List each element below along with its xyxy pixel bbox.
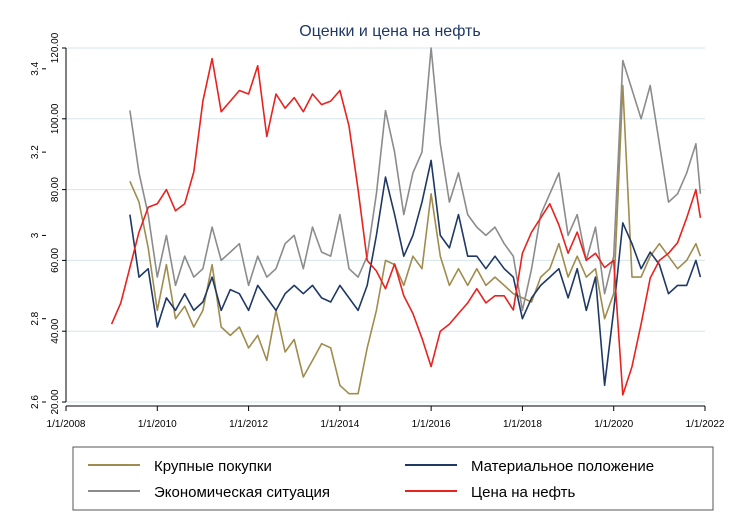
x-tick-label: 1/1/2018 — [503, 419, 542, 430]
x-tick-label: 1/1/2020 — [594, 419, 633, 430]
legend: Крупные покупки Материальное положение Э… — [72, 446, 714, 511]
legend-box — [72, 446, 714, 511]
right-tick-label: 40.00 — [50, 318, 61, 343]
series-line-1 — [129, 159, 702, 387]
x-tick-label: 1/1/2016 — [412, 419, 451, 430]
right-tick-label: 120.00 — [50, 32, 61, 63]
axes: 2.6 2.8 3 3.2 3.4 20.00 40.00 60.00 80.00 100.00 1… — [30, 32, 725, 430]
legend-label-materialnoe-polozhenie: Материальное положение — [471, 458, 654, 475]
x-tick-label: 1/1/2014 — [320, 419, 359, 430]
x-tick-label: 1/1/2010 — [138, 419, 177, 430]
right-tick-label: 80.00 — [50, 177, 61, 202]
left-tick-label: 3 — [30, 232, 41, 238]
right-tick-label: 60.00 — [50, 247, 61, 272]
left-tick-label: 3.4 — [30, 61, 41, 75]
legend-label-krupnye-pokupki: Крупные покупки — [154, 458, 272, 475]
left-tick-label: 3.2 — [30, 145, 41, 159]
x-tick-label: 1/1/2022 — [686, 419, 725, 430]
series-lines — [110, 47, 702, 396]
series-line-0 — [129, 84, 702, 395]
right-tick-label: 20.00 — [50, 389, 61, 414]
chart-title: Оценки и цена на нефть — [299, 23, 480, 40]
left-tick-label: 2.8 — [30, 311, 41, 325]
series-line-2 — [129, 47, 702, 312]
legend-label-ekonomicheskaya-situatsiya: Экономическая ситуация — [154, 484, 330, 501]
x-tick-label: 1/1/2008 — [47, 419, 86, 430]
left-tick-label: 2.6 — [30, 395, 41, 409]
right-tick-label: 100.00 — [50, 103, 61, 134]
x-tick-label: 1/1/2012 — [229, 419, 268, 430]
legend-label-tsena-na-neft: Цена на нефть — [471, 484, 576, 501]
series-line-3 — [110, 57, 702, 396]
